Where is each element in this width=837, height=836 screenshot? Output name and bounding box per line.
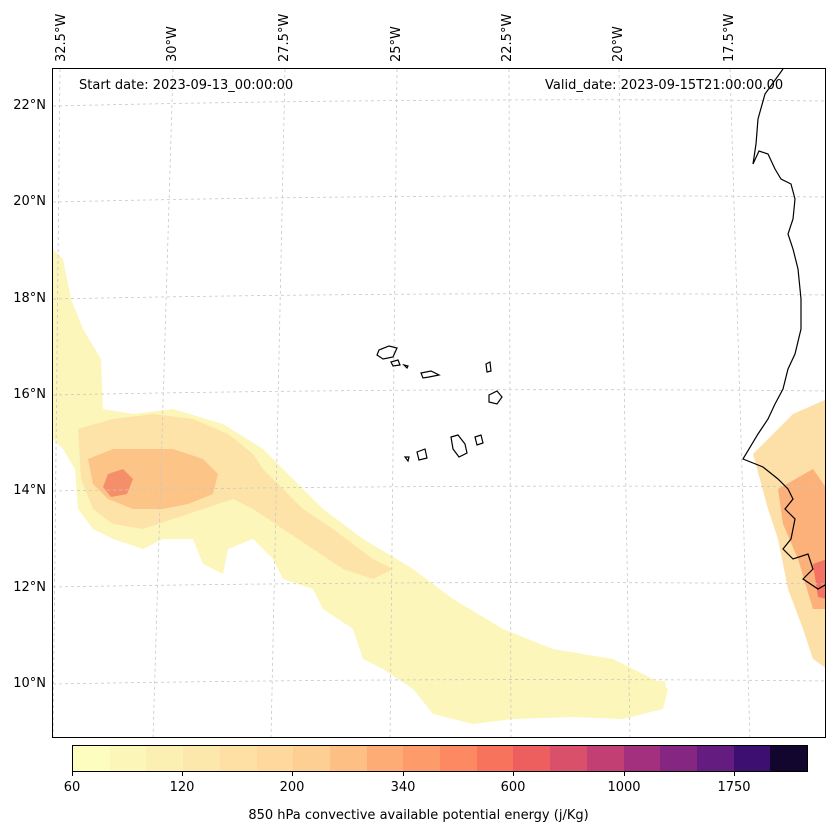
lon-label-27-5: 27.5°W bbox=[277, 13, 292, 62]
coastlines bbox=[376, 69, 825, 590]
cb-tick-1750 bbox=[734, 772, 735, 776]
colorbar-segment-15 bbox=[623, 746, 661, 771]
map-canvas bbox=[53, 69, 825, 737]
cape-coast-max bbox=[813, 559, 825, 599]
lon-label-30: 30°W bbox=[165, 26, 180, 62]
cb-tick-60 bbox=[72, 772, 73, 776]
lat-label-14: 14°N bbox=[13, 483, 46, 498]
cape-verde-santo-antao bbox=[376, 345, 398, 360]
lon-label-20: 20°W bbox=[611, 26, 626, 62]
cb-label-1750: 1750 bbox=[717, 780, 751, 795]
cape-verde-santa-luzia bbox=[402, 363, 409, 370]
colorbar-segment-18 bbox=[733, 746, 771, 771]
cb-label-1000: 1000 bbox=[607, 780, 641, 795]
cape-verde-sao-nicolau bbox=[420, 370, 441, 379]
africa-coast bbox=[742, 69, 825, 590]
lat-label-20: 20°N bbox=[13, 194, 46, 209]
cb-label-200: 200 bbox=[279, 780, 305, 795]
cb-label-60: 60 bbox=[63, 780, 81, 795]
colorbar-segment-9 bbox=[403, 746, 441, 771]
cape-verde-fogo bbox=[416, 448, 428, 461]
cb-label-600: 600 bbox=[500, 780, 526, 795]
colorbar-segment-2 bbox=[146, 746, 184, 771]
lon-label-32-5: 32.5°W bbox=[54, 13, 69, 62]
lat-label-22: 22°N bbox=[13, 98, 46, 113]
cape-verde-maio bbox=[474, 434, 484, 446]
cape-verde-brava bbox=[403, 456, 410, 463]
colorbar-title: 850 hPa convective available potential e… bbox=[248, 808, 589, 823]
cape-verde-sao-vicente bbox=[390, 359, 401, 367]
lon-label-17-5: 17.5°W bbox=[722, 13, 737, 62]
cape-verde-sal bbox=[485, 361, 492, 373]
lat-label-12: 12°N bbox=[13, 580, 46, 595]
cb-label-340: 340 bbox=[390, 780, 416, 795]
colorbar-segment-19 bbox=[770, 746, 808, 771]
cape-blob bbox=[649, 681, 667, 697]
colorbar-segment-5 bbox=[256, 746, 294, 771]
colorbar-segment-13 bbox=[550, 746, 587, 771]
colorbar-segment-4 bbox=[219, 746, 257, 771]
colorbar bbox=[72, 745, 808, 772]
cape-verde-santiago bbox=[450, 434, 468, 458]
colorbar-segment-0 bbox=[73, 746, 110, 771]
cb-tick-1000 bbox=[624, 772, 625, 776]
colorbar-segment-6 bbox=[293, 746, 330, 771]
colorbar-segment-14 bbox=[586, 746, 624, 771]
lat-label-16: 16°N bbox=[13, 387, 46, 402]
cb-label-120: 120 bbox=[169, 780, 195, 795]
colorbar-segment-16 bbox=[660, 746, 697, 771]
colorbar-segment-8 bbox=[366, 746, 404, 771]
colorbar-segment-3 bbox=[183, 746, 220, 771]
cb-tick-200 bbox=[292, 772, 293, 776]
lat-label-10: 10°N bbox=[13, 676, 46, 691]
map-area bbox=[52, 68, 826, 738]
cb-tick-600 bbox=[513, 772, 514, 776]
valid-date-label: Valid_date: 2023-09-15T21:00:00.00 bbox=[545, 78, 784, 93]
colorbar-segment-17 bbox=[696, 746, 734, 771]
lon-label-22-5: 22.5°W bbox=[500, 13, 515, 62]
colorbar-segment-11 bbox=[476, 746, 514, 771]
lon-label-25: 25°W bbox=[389, 26, 404, 62]
cb-tick-120 bbox=[182, 772, 183, 776]
cape-verde-boa-vista bbox=[488, 390, 503, 405]
cb-tick-340 bbox=[403, 772, 404, 776]
start-date-label: Start date: 2023-09-13_00:00:00 bbox=[79, 78, 294, 93]
colorbar-segment-7 bbox=[329, 746, 367, 771]
colorbar-segment-10 bbox=[440, 746, 477, 771]
colorbar-segment-12 bbox=[513, 746, 551, 771]
lat-label-18: 18°N bbox=[13, 291, 46, 306]
graticule bbox=[53, 69, 825, 737]
colorbar-segment-1 bbox=[109, 746, 147, 771]
